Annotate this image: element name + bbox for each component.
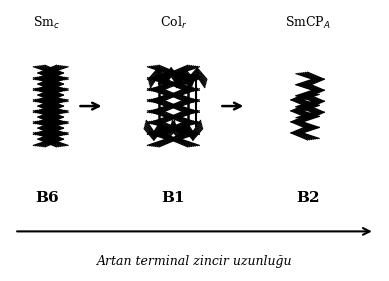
Text: SmCP$_A$: SmCP$_A$ xyxy=(285,15,331,31)
Text: B1: B1 xyxy=(161,191,185,205)
Text: Sm$_c$: Sm$_c$ xyxy=(33,15,60,31)
Text: Col$_r$: Col$_r$ xyxy=(160,15,187,31)
Text: B6: B6 xyxy=(35,191,59,205)
Text: Artan terminal zincir uzunluğu: Artan terminal zincir uzunluğu xyxy=(97,255,292,268)
Bar xyxy=(159,83,188,129)
Text: B2: B2 xyxy=(296,191,319,205)
